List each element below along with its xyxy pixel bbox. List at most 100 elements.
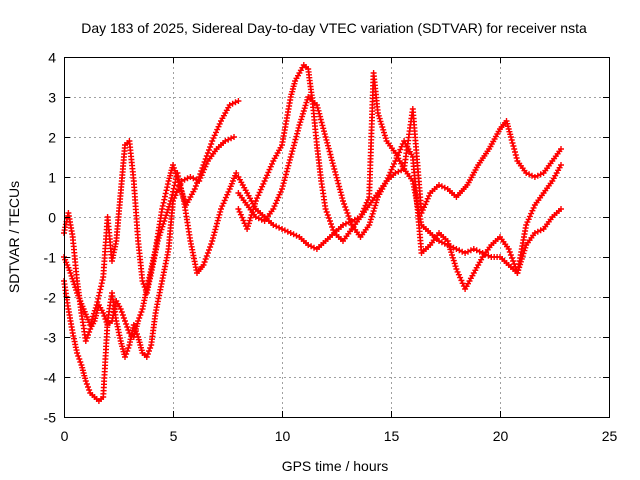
data-point [179,191,186,198]
data-point [324,212,331,218]
data-point [526,213,533,220]
data-point [283,171,289,178]
data-point [317,116,324,123]
data-point [213,223,220,230]
data-point [270,206,277,212]
data-point [90,313,96,320]
data-point [382,135,389,142]
data-point [245,223,251,230]
x-axis-label: GPS time / hours [282,458,389,474]
data-point [247,214,254,221]
data-point [90,310,97,317]
data-point [159,223,166,230]
data-point [330,163,337,170]
data-point [374,110,381,116]
data-point [284,165,291,172]
data-point [302,102,309,109]
data-point [558,146,564,152]
data-point [215,214,222,221]
data-point [139,278,146,284]
data-point [73,287,80,294]
data-point [298,116,305,123]
data-point [211,229,218,236]
data-point [170,164,177,171]
data-point [209,238,216,244]
data-point [380,126,387,133]
data-point [320,125,327,132]
data-point [323,209,330,215]
data-point [160,220,167,227]
data-point [323,136,330,143]
x-tick-label: 10 [275,428,291,444]
data-point [341,201,348,207]
data-point [423,198,430,205]
series-track-f [235,166,564,276]
data-point [146,348,152,354]
data-point [336,186,343,193]
data-point [394,152,401,159]
y-tick-label: -3 [44,330,57,346]
data-point [77,359,84,365]
data-point [217,208,224,215]
data-point [301,105,308,112]
data-point [448,249,455,256]
x-tick-label: 25 [602,428,618,444]
data-point [76,356,83,362]
data-point [290,142,297,149]
data-point [523,222,530,228]
y-tick-labels: 4 3 2 1 0 -1 -2 -3 -4 -5 [44,50,57,426]
data-point [138,309,145,315]
data-point [220,200,227,207]
data-point [101,313,108,319]
data-point [69,275,76,282]
y-tick-label: 4 [48,50,56,66]
data-point [123,351,130,357]
data-point [166,203,172,210]
data-point [135,318,142,324]
data-point [324,139,331,146]
data-point [514,270,521,276]
data-point [318,119,325,126]
data-point [264,172,271,179]
data-point [512,149,518,155]
data-point [376,115,383,122]
data-point [519,253,526,260]
data-point [161,218,168,224]
data-point [170,162,176,168]
data-point [97,286,104,293]
data-point [143,354,150,360]
y-axis-label: SDTVAR / TECUs [6,181,22,293]
data-point [85,332,91,338]
data-point [287,154,294,160]
data-point [515,267,522,274]
data-point [117,306,124,312]
data-point [313,102,320,108]
data-point [295,124,302,131]
data-point [202,256,209,262]
data-point [176,179,183,186]
data-point [279,183,286,190]
data-point [214,220,220,227]
data-point [147,345,154,351]
data-point [237,211,244,218]
data-point [381,129,387,136]
data-point [62,224,69,231]
data-point [379,124,386,130]
data-point [321,128,327,135]
data-point [174,170,181,176]
data-point [192,183,199,189]
x-tick-label: 20 [493,428,509,444]
data-point [265,169,272,176]
plot-frame [64,57,610,418]
data-point [210,232,217,239]
data-point [131,325,138,331]
data-point [334,177,341,184]
data-point [367,216,374,223]
data-point [134,331,140,337]
data-point [337,189,344,196]
data-point [369,210,376,217]
data-point [516,264,523,271]
data-point [290,145,297,152]
data-point [319,122,326,129]
data-point [297,119,304,126]
